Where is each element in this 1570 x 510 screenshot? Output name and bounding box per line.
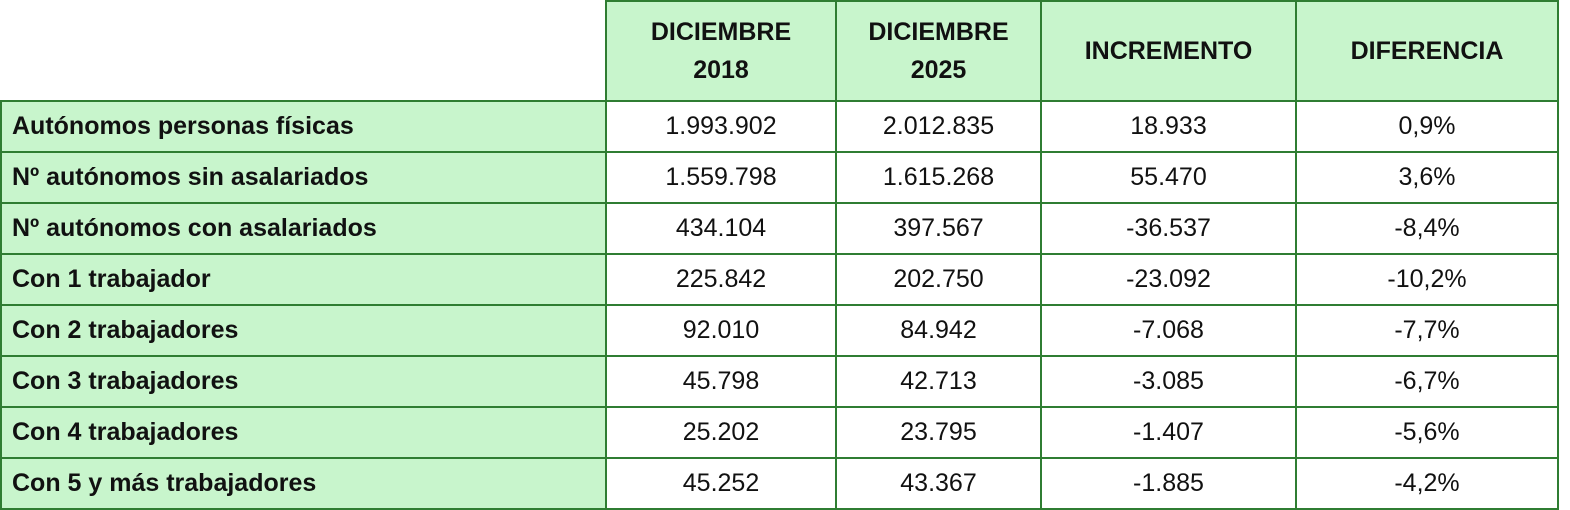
header-blank: [1, 1, 607, 102]
row-label: Nº autónomos sin asalariados: [0, 151, 607, 204]
diferencia: -7,7%: [1295, 304, 1559, 357]
header-dic-2018: DICIEMBRE 2018: [605, 0, 837, 102]
incremento: 55.470: [1040, 151, 1297, 204]
header-diferencia: DIFERENCIA: [1295, 0, 1559, 102]
table-row: Con 1 trabajador 225.842 202.750 -23.092 -10…: [0, 253, 1559, 306]
table-row: Con 4 trabajadores 25.202 23.795 -1.407 -5,6…: [0, 406, 1559, 459]
value-2025: 43.367: [835, 457, 1042, 510]
value-2018: 225.842: [605, 253, 837, 306]
value-2018: 45.798: [605, 355, 837, 408]
row-label: Autónomos personas físicas: [0, 100, 607, 153]
diferencia: -6,7%: [1295, 355, 1559, 408]
row-label: Con 1 trabajador: [0, 253, 607, 306]
header-incremento: INCREMENTO: [1040, 0, 1297, 102]
header-line: DIFERENCIA: [1350, 37, 1504, 65]
incremento: -23.092: [1040, 253, 1297, 306]
value-2025: 42.713: [835, 355, 1042, 408]
incremento: 18.933: [1040, 100, 1297, 153]
value-2025: 23.795: [835, 406, 1042, 459]
value-2018: 92.010: [605, 304, 837, 357]
value-2025: 84.942: [835, 304, 1042, 357]
value-2018: 1.559.798: [605, 151, 837, 204]
header-dic-2025: DICIEMBRE 2025: [835, 0, 1042, 102]
header-row: DICIEMBRE 2018 DICIEMBRE 2025 INCREMENTO D…: [1, 0, 1559, 102]
incremento: -1.885: [1040, 457, 1297, 510]
row-label: Con 3 trabajadores: [0, 355, 607, 408]
diferencia: 3,6%: [1295, 151, 1559, 204]
diferencia: -5,6%: [1295, 406, 1559, 459]
table-row: Con 2 trabajadores 92.010 84.942 -7.068 -7,7…: [0, 304, 1559, 357]
value-2025: 397.567: [835, 202, 1042, 255]
value-2025: 1.615.268: [835, 151, 1042, 204]
value-2018: 434.104: [605, 202, 837, 255]
incremento: -1.407: [1040, 406, 1297, 459]
value-2018: 1.993.902: [605, 100, 837, 153]
table-row: Nº autónomos sin asalariados 1.559.798 1.6…: [0, 151, 1559, 204]
row-label: Con 5 y más trabajadores: [0, 457, 607, 510]
value-2025: 2.012.835: [835, 100, 1042, 153]
diferencia: 0,9%: [1295, 100, 1559, 153]
value-2018: 45.252: [605, 457, 837, 510]
value-2025: 202.750: [835, 253, 1042, 306]
diferencia: -4,2%: [1295, 457, 1559, 510]
header-line: DICIEMBRE: [650, 18, 792, 46]
incremento: -3.085: [1040, 355, 1297, 408]
table-row: Autónomos personas físicas 1.993.902 2.012…: [0, 100, 1559, 153]
incremento: -36.537: [1040, 202, 1297, 255]
incremento: -7.068: [1040, 304, 1297, 357]
diferencia: -10,2%: [1295, 253, 1559, 306]
row-label: Con 2 trabajadores: [0, 304, 607, 357]
table-row: Con 5 y más trabajadores 45.252 43.367 -1.8…: [0, 457, 1559, 510]
header-line: 2018: [693, 56, 749, 84]
header-line: DICIEMBRE: [868, 18, 1009, 46]
row-label: Con 4 trabajadores: [0, 406, 607, 459]
table-row: Con 3 trabajadores 45.798 42.713 -3.085 -6,7…: [0, 355, 1559, 408]
header-line: INCREMENTO: [1084, 37, 1253, 65]
value-2018: 25.202: [605, 406, 837, 459]
header-line: 2025: [910, 56, 967, 84]
row-label: Nº autónomos con asalariados: [0, 202, 607, 255]
diferencia: -8,4%: [1295, 202, 1559, 255]
table-row: Nº autónomos con asalariados 434.104 397.5…: [0, 202, 1559, 255]
